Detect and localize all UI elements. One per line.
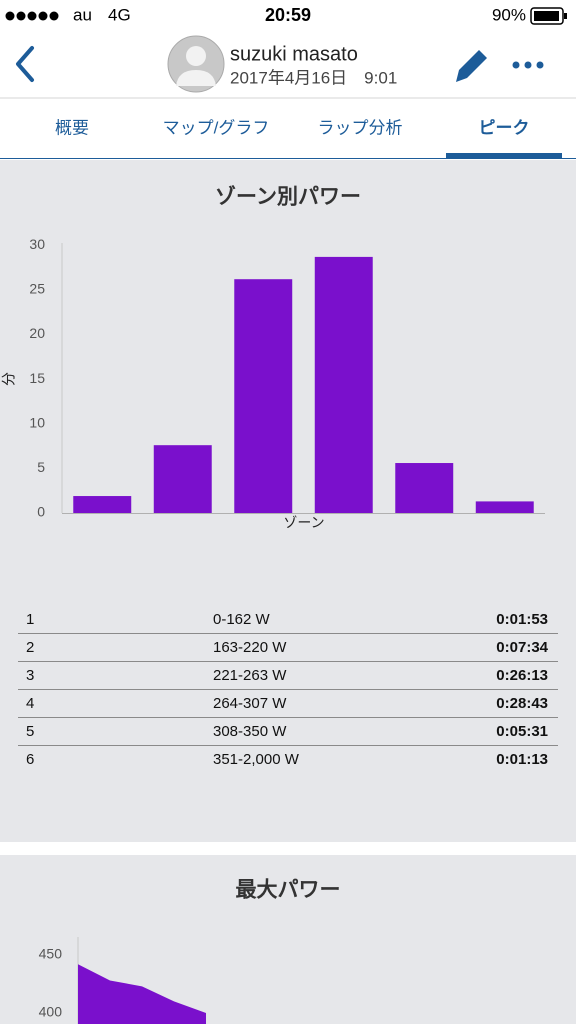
zone-time: 0:01:13 [496, 751, 548, 768]
y-tick-label: 450 [39, 946, 63, 962]
bar [73, 496, 132, 513]
y-tick-label: 5 [37, 459, 45, 475]
edit-button[interactable] [456, 50, 487, 82]
tab[interactable]: 概要 [55, 118, 89, 137]
zone-range: 221-263 W [213, 667, 287, 684]
y-axis-label: 分 [1, 372, 17, 386]
zone-time: 0:28:43 [496, 695, 548, 712]
active-tab-indicator [446, 153, 562, 158]
y-tick-label: 25 [29, 281, 45, 297]
more-button[interactable] [512, 61, 544, 69]
zone-range: 163-220 W [213, 639, 287, 656]
zone-range: 264-307 W [213, 695, 287, 712]
zone-number: 5 [26, 723, 34, 740]
zone-range: 0-162 W [213, 611, 271, 628]
zone-time: 0:07:34 [496, 639, 548, 656]
carrier: au [73, 5, 92, 24]
network: 4G [108, 5, 131, 24]
x-axis-label: ゾーン [283, 515, 324, 531]
signal [5, 11, 59, 21]
zone-time: 0:01:53 [496, 611, 548, 628]
activity-date: 2017年4月16日 9:01 [230, 68, 397, 87]
zone-number: 1 [26, 611, 34, 628]
tab[interactable]: ピーク [479, 118, 530, 137]
chart-title: 最大パワー [236, 879, 341, 902]
user-name: suzuki masato [230, 43, 358, 65]
battery-icon [530, 7, 567, 25]
zone-range: 308-350 W [213, 723, 287, 740]
y-tick-label: 15 [29, 370, 45, 386]
zone-number: 3 [26, 667, 34, 684]
area [78, 964, 206, 1024]
y-tick-label: 10 [29, 414, 45, 430]
bar [314, 256, 373, 513]
bar [475, 501, 534, 513]
y-tick-label: 20 [29, 325, 45, 341]
bar [153, 445, 212, 513]
zone-time: 0:26:13 [496, 667, 548, 684]
y-tick-label: 0 [37, 504, 45, 520]
zone-range: 351-2,000 W [213, 751, 300, 768]
tab[interactable]: マップ/グラフ [163, 118, 270, 137]
card-gap [0, 842, 576, 855]
tab[interactable]: ラップ分析 [318, 118, 403, 137]
battery-level: 90% [492, 5, 526, 24]
clock: 20:59 [265, 5, 311, 25]
avatar [167, 35, 225, 93]
zone-number: 2 [26, 639, 34, 656]
chart-title: ゾーン別パワー [215, 186, 361, 209]
zone-time: 0:05:31 [496, 723, 548, 740]
y-tick-label: 400 [39, 1004, 63, 1020]
y-tick-label: 30 [29, 236, 45, 252]
header-bg [0, 0, 576, 160]
bar [234, 279, 293, 513]
back-button[interactable] [16, 46, 34, 82]
zone-number: 4 [26, 695, 34, 712]
bar [395, 463, 454, 513]
zone-number: 6 [26, 751, 34, 768]
